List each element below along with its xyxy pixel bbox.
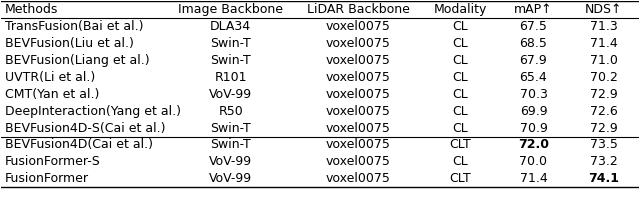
Text: UVTR(Li et al.): UVTR(Li et al.)	[4, 71, 95, 84]
Text: BEVFusion4D-S(Cai et al.): BEVFusion4D-S(Cai et al.)	[4, 122, 165, 135]
Text: 73.5: 73.5	[589, 138, 618, 151]
Text: VoV-99: VoV-99	[209, 88, 252, 101]
Text: voxel0075: voxel0075	[326, 138, 390, 151]
Text: 73.2: 73.2	[589, 155, 618, 168]
Text: 70.2: 70.2	[589, 71, 618, 84]
Text: CL: CL	[452, 71, 468, 84]
Text: CLT: CLT	[449, 138, 471, 151]
Text: CL: CL	[452, 54, 468, 67]
Text: CL: CL	[452, 105, 468, 118]
Text: Swin-T: Swin-T	[211, 138, 251, 151]
Text: voxel0075: voxel0075	[326, 54, 390, 67]
Text: FusionFormer: FusionFormer	[4, 172, 88, 185]
Text: DeepInteraction(Yang et al.): DeepInteraction(Yang et al.)	[4, 105, 180, 118]
Text: VoV-99: VoV-99	[209, 155, 252, 168]
Text: 74.1: 74.1	[588, 172, 619, 185]
Text: 68.5: 68.5	[520, 37, 547, 50]
Text: CL: CL	[452, 122, 468, 135]
Text: NDS↑: NDS↑	[585, 3, 622, 16]
Text: R50: R50	[218, 105, 243, 118]
Text: 65.4: 65.4	[520, 71, 547, 84]
Text: 70.9: 70.9	[520, 122, 547, 135]
Text: 72.9: 72.9	[589, 88, 618, 101]
Text: 71.0: 71.0	[589, 54, 618, 67]
Text: Swin-T: Swin-T	[211, 37, 251, 50]
Text: BEVFusion(Liu et al.): BEVFusion(Liu et al.)	[4, 37, 134, 50]
Text: voxel0075: voxel0075	[326, 155, 390, 168]
Text: voxel0075: voxel0075	[326, 37, 390, 50]
Text: FusionFormer-S: FusionFormer-S	[4, 155, 100, 168]
Text: voxel0075: voxel0075	[326, 172, 390, 185]
Text: DLA34: DLA34	[210, 20, 252, 33]
Text: Methods: Methods	[4, 3, 58, 16]
Text: 71.4: 71.4	[520, 172, 547, 185]
Text: 67.5: 67.5	[520, 20, 547, 33]
Text: Swin-T: Swin-T	[211, 54, 251, 67]
Text: CL: CL	[452, 88, 468, 101]
Text: BEVFusion(Liang et al.): BEVFusion(Liang et al.)	[4, 54, 149, 67]
Text: 71.4: 71.4	[589, 37, 618, 50]
Text: Swin-T: Swin-T	[211, 122, 251, 135]
Text: Modality: Modality	[433, 3, 487, 16]
Text: VoV-99: VoV-99	[209, 172, 252, 185]
Text: voxel0075: voxel0075	[326, 105, 390, 118]
Text: CL: CL	[452, 37, 468, 50]
Text: TransFusion(Bai et al.): TransFusion(Bai et al.)	[4, 20, 143, 33]
Text: BEVFusion4D(Cai et al.): BEVFusion4D(Cai et al.)	[4, 138, 152, 151]
Text: LiDAR Backbone: LiDAR Backbone	[307, 3, 410, 16]
Text: mAP↑: mAP↑	[514, 3, 553, 16]
Text: CLT: CLT	[449, 172, 471, 185]
Text: 70.0: 70.0	[520, 155, 547, 168]
Text: voxel0075: voxel0075	[326, 88, 390, 101]
Text: voxel0075: voxel0075	[326, 71, 390, 84]
Text: 72.6: 72.6	[589, 105, 618, 118]
Text: 72.0: 72.0	[518, 138, 549, 151]
Text: CL: CL	[452, 20, 468, 33]
Text: Image Backbone: Image Backbone	[179, 3, 284, 16]
Text: 67.9: 67.9	[520, 54, 547, 67]
Text: voxel0075: voxel0075	[326, 20, 390, 33]
Text: CMT(Yan et al.): CMT(Yan et al.)	[4, 88, 99, 101]
Text: R101: R101	[214, 71, 247, 84]
Text: 71.3: 71.3	[589, 20, 618, 33]
Text: voxel0075: voxel0075	[326, 122, 390, 135]
Text: 72.9: 72.9	[589, 122, 618, 135]
Text: 70.3: 70.3	[520, 88, 547, 101]
Text: CL: CL	[452, 155, 468, 168]
Text: 69.9: 69.9	[520, 105, 547, 118]
